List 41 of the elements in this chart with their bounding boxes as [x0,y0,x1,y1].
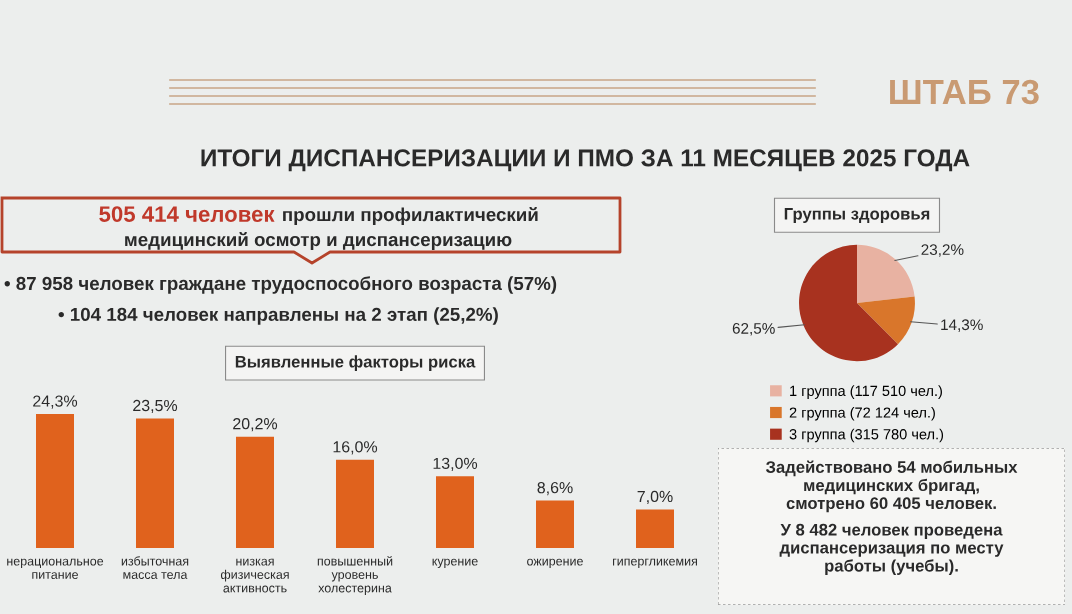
data-label: 24,3% [33,395,78,409]
data-label: 7,0% [637,490,673,504]
bar [36,414,74,548]
data-label: 16,0% [333,441,378,455]
text: • 104 184 человек направлены на 2 этап (25,2%) [58,307,498,325]
legend-label: 1 группа (117 510 чел.) [790,385,942,399]
bar [636,509,674,548]
data-label: 62,5% [732,323,775,336]
bar [136,418,174,548]
bar [536,500,574,548]
data-label: 13,0% [433,457,478,471]
data-label: 14,3% [941,319,983,332]
chart-title: Группы здоровья [784,208,930,224]
data-label: 8,6% [537,481,573,496]
legend-label: 3 группа (315 780 чел.) [789,428,944,443]
pie-slice [857,296,915,345]
bar [236,436,274,548]
chart-title: Выявленные факторы риска [235,355,476,371]
text: 505 414 человек [99,206,275,222]
pie-slice [799,244,898,362]
text: ИТОГИ ДИСПАНСЕРИЗАЦИИ И ПМО ЗА 11 МЕСЯЦЕВ 2025 ГОДА [201,149,970,172]
text: медицинский осмотр и диспансеризацию [125,232,512,250]
text: • 87 958 человек граждане трудоспособного возраста (57%) [4,276,557,294]
x-tick-label: низкая физическая активность [220,558,289,593]
legend-label: 2 группа (72 124 чел.) [789,407,935,421]
text: ШТАБ 73 [890,79,1039,105]
text: У 8 482 человек проведена диспансеризация по месту работы (учебы). [779,523,1004,575]
x-tick-label: повышенный уровень холестерина [317,556,393,595]
data-label: 20,2% [233,418,278,432]
pie-slice [857,244,915,303]
data-label: 23,5% [133,399,178,414]
x-tick-label: гипергликемия [613,558,697,568]
text: Задействовано 54 мобильных медицинских бригад, смотрено 60 405 человек. [765,460,1018,513]
text: прошли профилактический [283,207,538,225]
data-label: 23,2% [921,244,964,257]
x-tick-label: избыточная масса тела [121,556,189,579]
bar [336,459,374,548]
x-tick-label: нерациональное питание [7,558,104,579]
bar [436,476,474,548]
x-tick-label: курение [432,558,478,568]
x-tick-label: ожирение [527,558,583,568]
